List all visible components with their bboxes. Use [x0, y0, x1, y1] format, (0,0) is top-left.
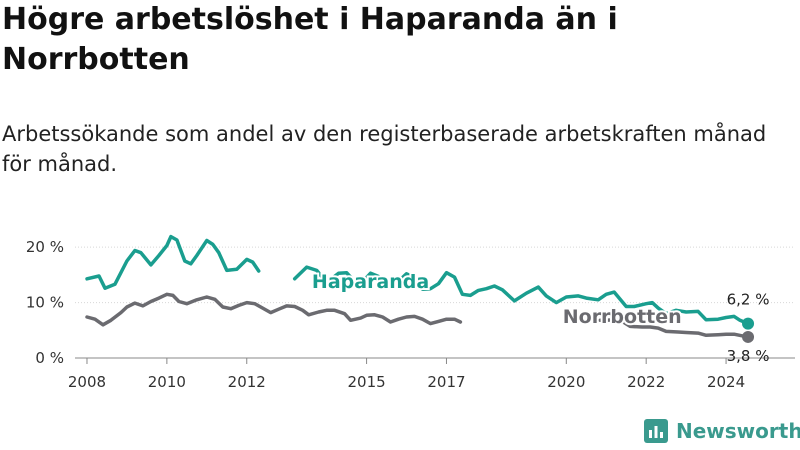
y-tick-label: 0 %: [35, 349, 64, 367]
chart-subtitle: Arbetssökande som andel av den registerb…: [2, 122, 767, 176]
x-tick-label: 2022: [627, 373, 665, 391]
series-line-haparanda: [85, 234, 261, 290]
brand-name: Newsworthy: [676, 419, 800, 443]
chart-title: Högre arbetslöshet i Haparanda än i Norr…: [2, 2, 618, 77]
series-line-haparanda: [292, 265, 750, 326]
series-line-norrbotten: [598, 318, 750, 339]
newsworthy-logo: Newsworthy: [644, 419, 800, 443]
x-tick-label: 2024: [707, 373, 745, 391]
series-endpoint-norrbotten: [742, 330, 755, 343]
x-tick-label: 2017: [427, 373, 465, 391]
bar-chart-logo-icon: [644, 419, 668, 443]
series-line-norrbotten: [85, 292, 463, 327]
series-annotation-haparanda: Haparanda: [312, 271, 429, 293]
x-tick-label: 2015: [347, 373, 385, 391]
y-tick-label: 10 %: [26, 294, 64, 312]
y-tick-label: 20 %: [26, 238, 64, 256]
x-tick-label: 2020: [547, 373, 585, 391]
series-end-label-norrbotten: 3,8 %: [727, 347, 770, 365]
series-endpoint-haparanda: [742, 317, 755, 330]
x-tick-label: 2010: [148, 373, 186, 391]
series-annotation-norrbotten: Norrbotten: [563, 306, 682, 328]
x-tick-label: 2012: [228, 373, 266, 391]
x-tick-label: 2008: [68, 373, 106, 391]
series-end-label-haparanda: 6,2 %: [727, 291, 770, 309]
